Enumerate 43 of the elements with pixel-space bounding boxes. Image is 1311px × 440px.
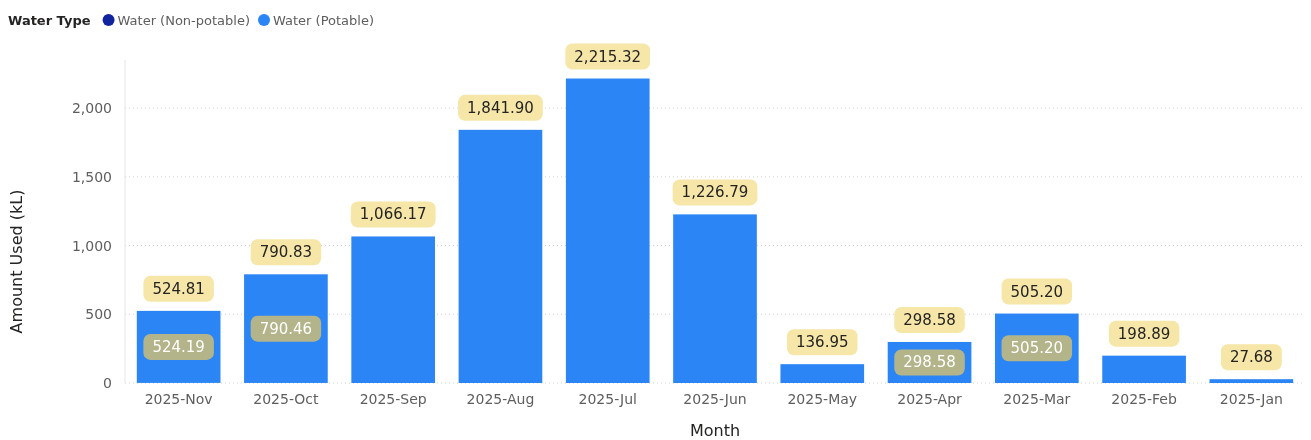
total-label: 298.58 xyxy=(903,310,956,329)
x-tick-label: 2025-Feb xyxy=(1111,390,1177,407)
x-tick-label: 2025-May xyxy=(787,390,858,407)
y-tick-label: 500 xyxy=(85,306,112,323)
y-tick-label: 1,000 xyxy=(71,237,112,254)
bar xyxy=(673,214,757,383)
bar xyxy=(565,78,650,383)
bar xyxy=(780,364,865,383)
data-label: 298.58 xyxy=(903,353,956,372)
legend-title: Water Type xyxy=(8,12,91,28)
y-tick-label: 2,000 xyxy=(71,100,112,117)
x-tick-label: 2025-Sep xyxy=(359,390,427,407)
bar xyxy=(1102,355,1186,383)
total-label: 198.89 xyxy=(1117,324,1171,343)
data-label: 524.19 xyxy=(152,337,205,356)
total-label: 524.81 xyxy=(152,279,205,298)
bar xyxy=(1209,379,1294,383)
x-axis-title: Month xyxy=(689,421,741,440)
total-label: 1,841.90 xyxy=(467,98,534,117)
data-label: 505.20 xyxy=(1010,339,1064,358)
bar xyxy=(351,236,436,383)
x-tick-label: 2025-Aug xyxy=(466,390,535,407)
y-axis-title: Amount Used (kL) xyxy=(7,189,26,334)
total-label: 27.68 xyxy=(1229,348,1273,367)
bar xyxy=(458,129,543,383)
data-label: 790.46 xyxy=(259,319,313,338)
x-tick-label: 2025-Nov xyxy=(144,390,213,407)
total-label: 505.20 xyxy=(1010,282,1064,301)
legend-label: Water (Non-potable) xyxy=(117,12,250,28)
x-tick-label: 2025-Mar xyxy=(1003,390,1071,407)
y-tick-label: 0 xyxy=(103,374,112,391)
x-tick-label: 2025-Jul xyxy=(578,390,637,407)
x-tick-label: 2025-Jun xyxy=(683,390,747,407)
y-tick-label: 1,500 xyxy=(71,168,112,185)
x-tick-label: 2025-Jan xyxy=(1219,390,1283,407)
x-tick-label: 2025-Apr xyxy=(897,390,963,407)
x-tick-label: 2025-Oct xyxy=(253,390,320,407)
total-label: 1,066.17 xyxy=(359,205,427,224)
legend-label: Water (Potable) xyxy=(273,12,374,28)
total-label: 1,226.79 xyxy=(681,183,749,202)
total-label: 790.83 xyxy=(259,243,313,262)
total-label: 2,215.32 xyxy=(574,47,642,66)
total-label: 136.95 xyxy=(796,333,849,352)
